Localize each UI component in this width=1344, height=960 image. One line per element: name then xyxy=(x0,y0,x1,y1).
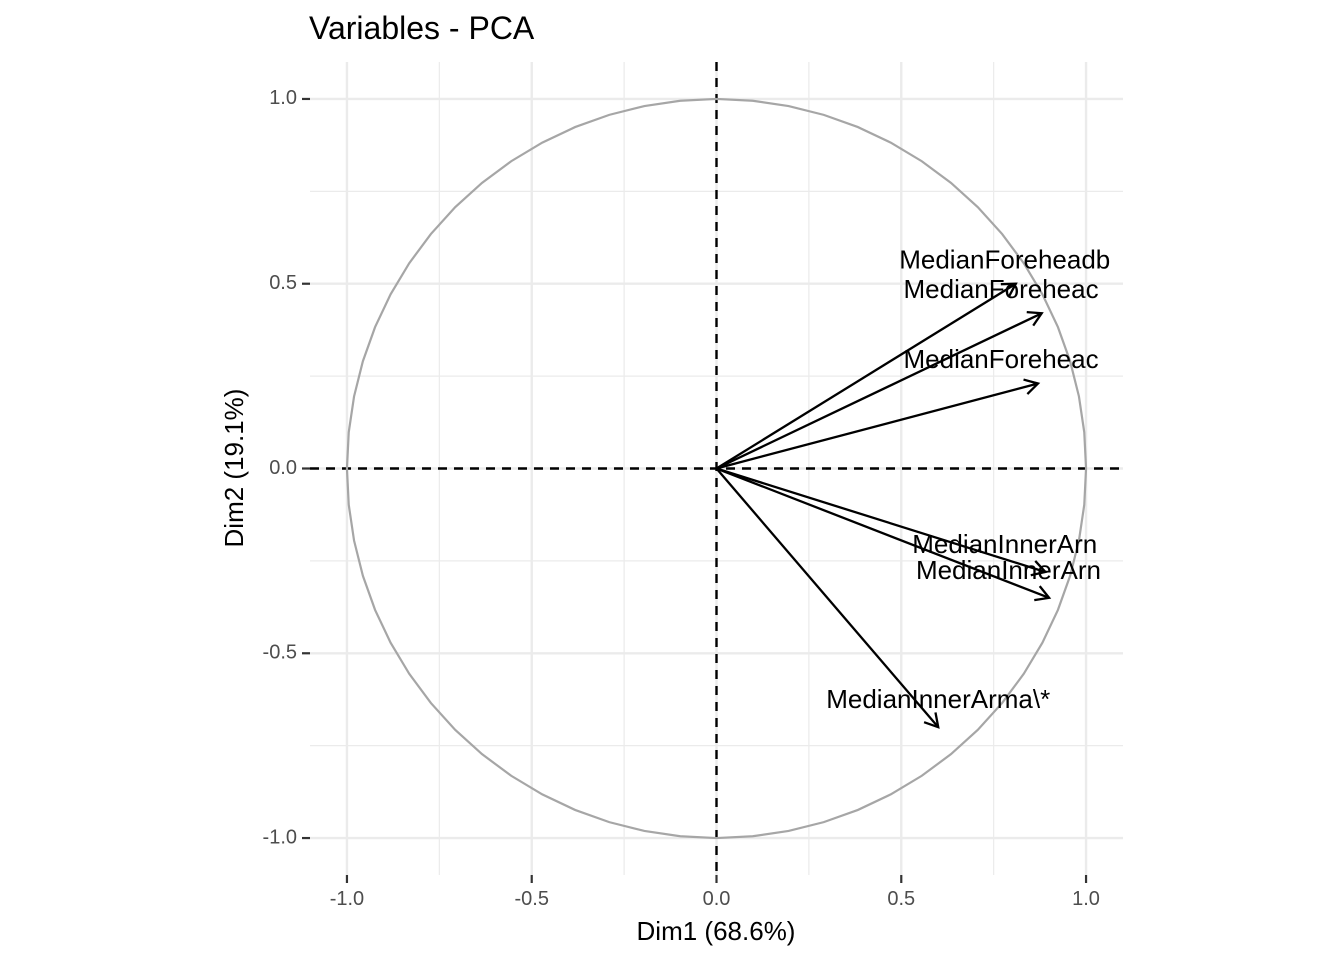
variable-arrow xyxy=(716,378,1041,470)
variable-label: MedianInnerArn xyxy=(912,529,1097,559)
correlation-circle-layer xyxy=(345,97,1088,840)
axes: -1.0 -0.5 0.0 0.5 1.0 -1.0 -0.5 0.0 0.5 1.0 xyxy=(263,87,1100,910)
variable-label: MedianForeheadb xyxy=(899,244,1110,274)
x-tick-label: -1.0 xyxy=(330,888,364,910)
arrow-shaft xyxy=(716,312,1043,470)
y-tick-label: 0.5 xyxy=(269,272,297,294)
variable-label: MedianForeheac xyxy=(903,274,1098,304)
chart-title: Variables - PCA xyxy=(309,10,535,46)
x-axis-title: Dim1 (68.6%) xyxy=(637,916,796,946)
arrow-shaft xyxy=(716,467,1050,599)
variable-arrow xyxy=(716,310,1044,470)
y-tick-label: 0.0 xyxy=(269,457,297,479)
x-tick-label: 1.0 xyxy=(1072,888,1100,910)
x-tick-label: 0.0 xyxy=(703,888,731,910)
correlation-circle xyxy=(345,97,1088,840)
y-tick-label: -0.5 xyxy=(263,642,297,664)
arrow-head xyxy=(1000,282,1018,298)
arrow-shaft xyxy=(715,282,1017,470)
arrow-shaft xyxy=(715,467,940,728)
arrow-head xyxy=(923,712,940,729)
arrow-shaft xyxy=(716,382,1039,470)
arrow-shaft xyxy=(716,467,1046,574)
arrow-head xyxy=(1026,310,1044,327)
variable-label: MedianInnerArma\* xyxy=(826,684,1050,714)
arrow-head xyxy=(1034,585,1052,602)
variable-arrow xyxy=(715,282,1018,470)
y-tick-label: 1.0 xyxy=(269,87,297,109)
variable-label: MedianForeheac xyxy=(903,344,1098,374)
variable-arrows xyxy=(715,282,1052,729)
x-tick-label: -0.5 xyxy=(514,888,548,910)
x-tick-label: 0.5 xyxy=(887,888,915,910)
variable-arrow xyxy=(716,467,1052,602)
variable-labels: MedianForeheadbMedianForeheacMedianForeh… xyxy=(826,244,1110,714)
arrow-head xyxy=(1023,378,1041,395)
y-axis-title: Dim2 (19.1%) xyxy=(219,389,249,548)
variable-arrow xyxy=(716,467,1048,577)
variable-label: MedianInnerArn xyxy=(916,555,1101,585)
variable-arrow xyxy=(715,467,940,729)
arrow-head xyxy=(1030,560,1048,577)
y-tick-label: -1.0 xyxy=(263,826,297,848)
